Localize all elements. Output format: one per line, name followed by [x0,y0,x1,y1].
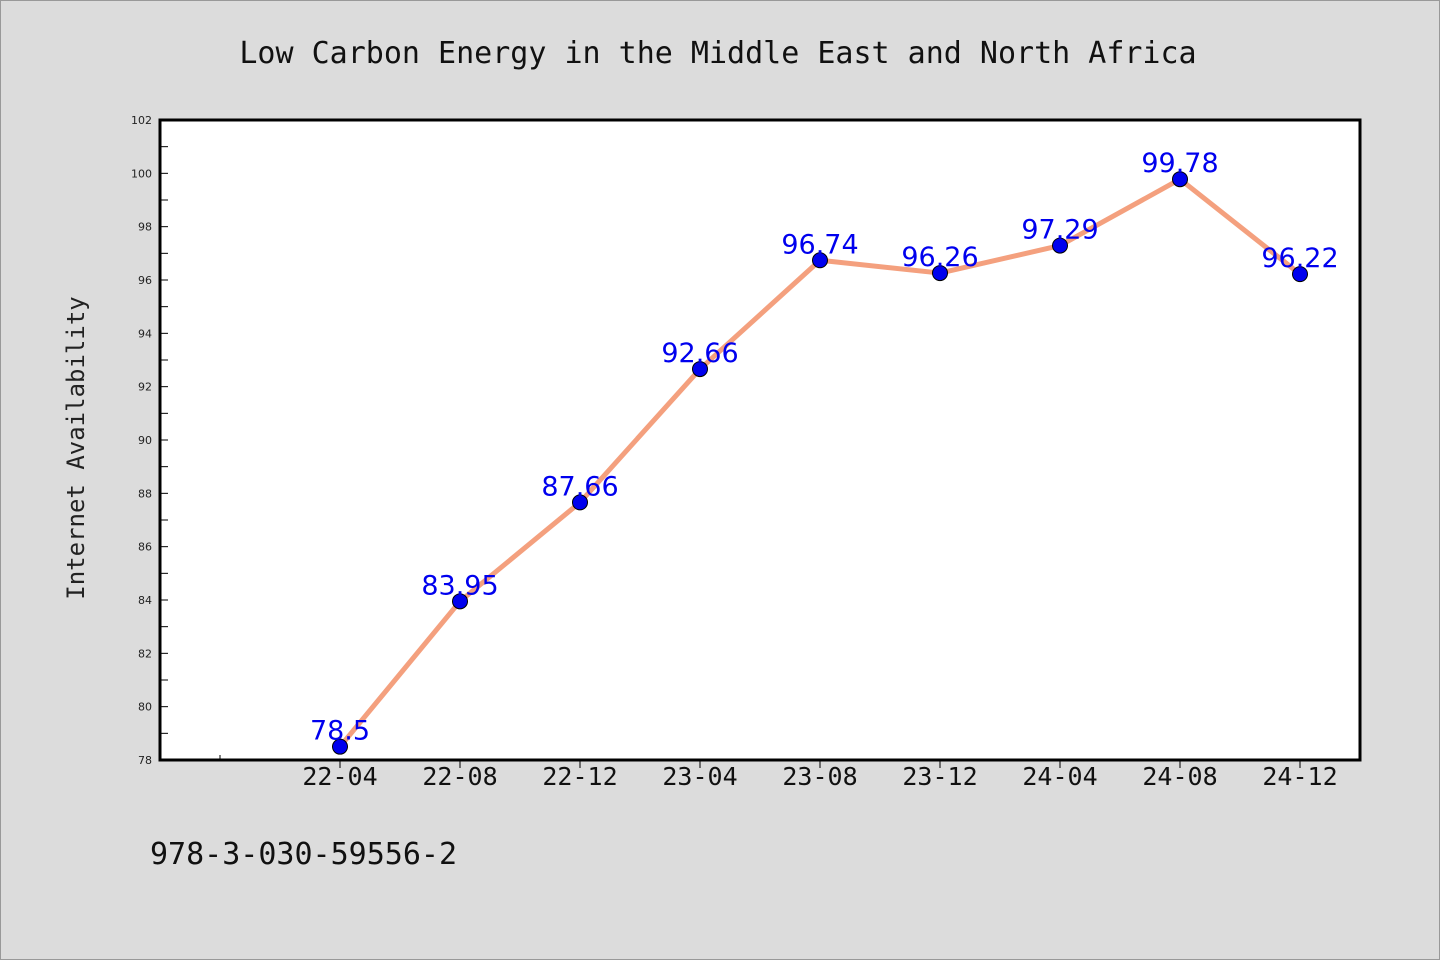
data-label: 83.95 [421,570,498,601]
y-axis-label: Internet Availability [62,296,90,599]
series-layer: 78.5 83.95 87.66 92.66 96.74 96.26 97.29 99.78 9… [310,148,1339,755]
y-tick-label: 82 [138,647,152,660]
data-point [332,738,348,755]
data-point [932,265,948,282]
data-label: 97.29 [1021,215,1098,246]
x-tick-label: 22-12 [542,762,617,791]
plot-area [160,120,1360,760]
y-tick-label: 88 [138,487,152,500]
x-tick-label: 24-08 [1142,762,1217,791]
data-point [1052,237,1068,254]
x-tick-label: 22-04 [302,762,377,791]
data-label: 96.22 [1261,243,1338,274]
data-label: 96.26 [901,242,978,273]
data-label: 78.5 [310,716,370,747]
y-tick-label: 86 [138,541,152,554]
x-tick-label: 23-08 [782,762,857,791]
y-tick-label: 84 [138,594,152,607]
y-tick-label: 90 [138,434,152,447]
chart-title: Low Carbon Energy in the Middle East and… [239,36,1196,71]
x-tick-label: 24-04 [1022,762,1097,791]
data-point [452,593,468,610]
data-point [572,494,588,511]
x-tick-label: 23-12 [902,762,977,791]
isbn-footnote: 978-3-030-59556-2 [150,837,457,872]
data-point [1292,266,1308,283]
x-axis-ticks: 22-04 22-08 22-12 23-04 23-08 23-12 24-04 24-08… [219,755,1338,791]
data-label: 96.74 [781,229,858,260]
y-tick-label: 94 [138,327,152,340]
data-label: 99.78 [1141,148,1218,179]
y-tick-label: 92 [138,381,152,394]
y-tick-label: 80 [138,701,152,714]
y-tick-label: 78 [138,754,152,767]
x-tick-label: 23-04 [662,762,737,791]
data-point [692,361,708,378]
y-tick-label: 100 [131,167,152,180]
y-tick-label: 96 [138,274,152,287]
data-label: 87.66 [541,471,618,502]
plot-border [158,118,1362,762]
y-tick-label: 98 [138,221,152,234]
y-tick-label: 102 [131,114,152,127]
data-label: 92.66 [661,338,738,369]
data-point [812,252,828,269]
x-tick-label: 24-12 [1262,762,1337,791]
x-tick-label: 22-08 [422,762,497,791]
data-point [1172,171,1188,188]
